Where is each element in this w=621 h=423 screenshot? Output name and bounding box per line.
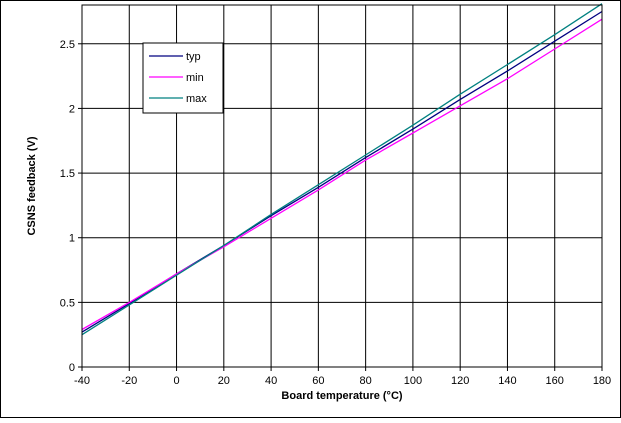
y-tick-label: 2.5 bbox=[60, 39, 75, 51]
legend-label-max: max bbox=[186, 93, 207, 105]
legend-label-typ: typ bbox=[186, 51, 201, 63]
x-tick-label: 80 bbox=[360, 375, 372, 387]
y-tick-label: 1 bbox=[69, 233, 75, 245]
x-tick-label: 160 bbox=[546, 375, 564, 387]
x-tick-label: -20 bbox=[121, 375, 137, 387]
x-tick-label: 20 bbox=[218, 375, 230, 387]
series-line-max bbox=[81, 3, 603, 336]
x-tick-label: 180 bbox=[593, 375, 611, 387]
x-tick-label: 100 bbox=[404, 375, 422, 387]
plot-frame bbox=[81, 4, 603, 368]
y-tick-label: 2 bbox=[69, 103, 75, 115]
y-axis-title: CSNS feedback (V) bbox=[26, 136, 38, 235]
y-tick-label: 0.5 bbox=[60, 297, 75, 309]
x-tick-label: 140 bbox=[498, 375, 516, 387]
y-axis: 0 0.5 1 1.5 2 2.5 bbox=[60, 39, 82, 374]
series-line-min bbox=[81, 18, 603, 331]
x-axis: -40 -20 0 20 40 60 80 100 120 140 160 180 bbox=[74, 367, 611, 387]
x-tick-label: 120 bbox=[451, 375, 469, 387]
y-tick-label: 0 bbox=[69, 362, 75, 374]
series-layer bbox=[81, 3, 603, 336]
x-tick-label: 40 bbox=[265, 375, 277, 387]
legend-label-min: min bbox=[186, 72, 204, 84]
legend-box bbox=[142, 42, 224, 114]
x-axis-title: Board temperature (°C) bbox=[281, 390, 402, 402]
x-tick-label: 0 bbox=[173, 375, 179, 387]
x-tick-label: -40 bbox=[74, 375, 90, 387]
legend: typ min max bbox=[142, 42, 224, 114]
x-tick-label: 60 bbox=[312, 375, 324, 387]
y-tick-label: 1.5 bbox=[60, 168, 75, 180]
